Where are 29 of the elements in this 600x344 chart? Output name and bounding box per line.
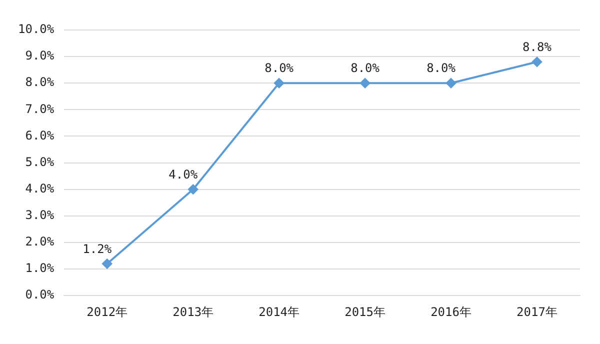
y-tick-label: 0.0%: [25, 288, 55, 302]
data-label: 8.8%: [522, 40, 552, 54]
point: [188, 184, 198, 194]
data-label: 1.2%: [82, 242, 112, 256]
point: [446, 78, 456, 88]
y-tick-label: 7.0%: [25, 102, 55, 116]
y-tick-label: 3.0%: [25, 208, 55, 222]
x-tick-label: 2012年: [86, 304, 128, 319]
data-label: 8.0%: [264, 61, 294, 76]
y-tick-label: 1.0%: [25, 261, 55, 276]
point: [274, 78, 284, 88]
x-tick-label: 2015年: [344, 304, 386, 319]
y-tick-label: 9.0%: [25, 48, 55, 63]
data-label: 4.0%: [168, 167, 198, 182]
y-tick-label: 8.0%: [25, 75, 55, 90]
x-tick-label: 2017年: [516, 304, 558, 319]
x-tick-label: 2016年: [430, 304, 472, 319]
y-tick-label: 6.0%: [25, 128, 55, 142]
point: [102, 258, 112, 269]
y-tick-label: 5.0%: [25, 154, 55, 169]
x-tick-label: 2014年: [258, 304, 300, 319]
point: [532, 56, 542, 67]
x-tick-label: 2013年: [172, 304, 214, 319]
data-label: 8.0%: [426, 61, 456, 76]
y-tick-label: 2.0%: [25, 234, 55, 249]
y-tick-label: 10.0%: [18, 22, 55, 36]
y-tick-label: 4.0%: [25, 181, 55, 196]
point: [360, 78, 370, 88]
data-label: 8.0%: [350, 61, 380, 76]
